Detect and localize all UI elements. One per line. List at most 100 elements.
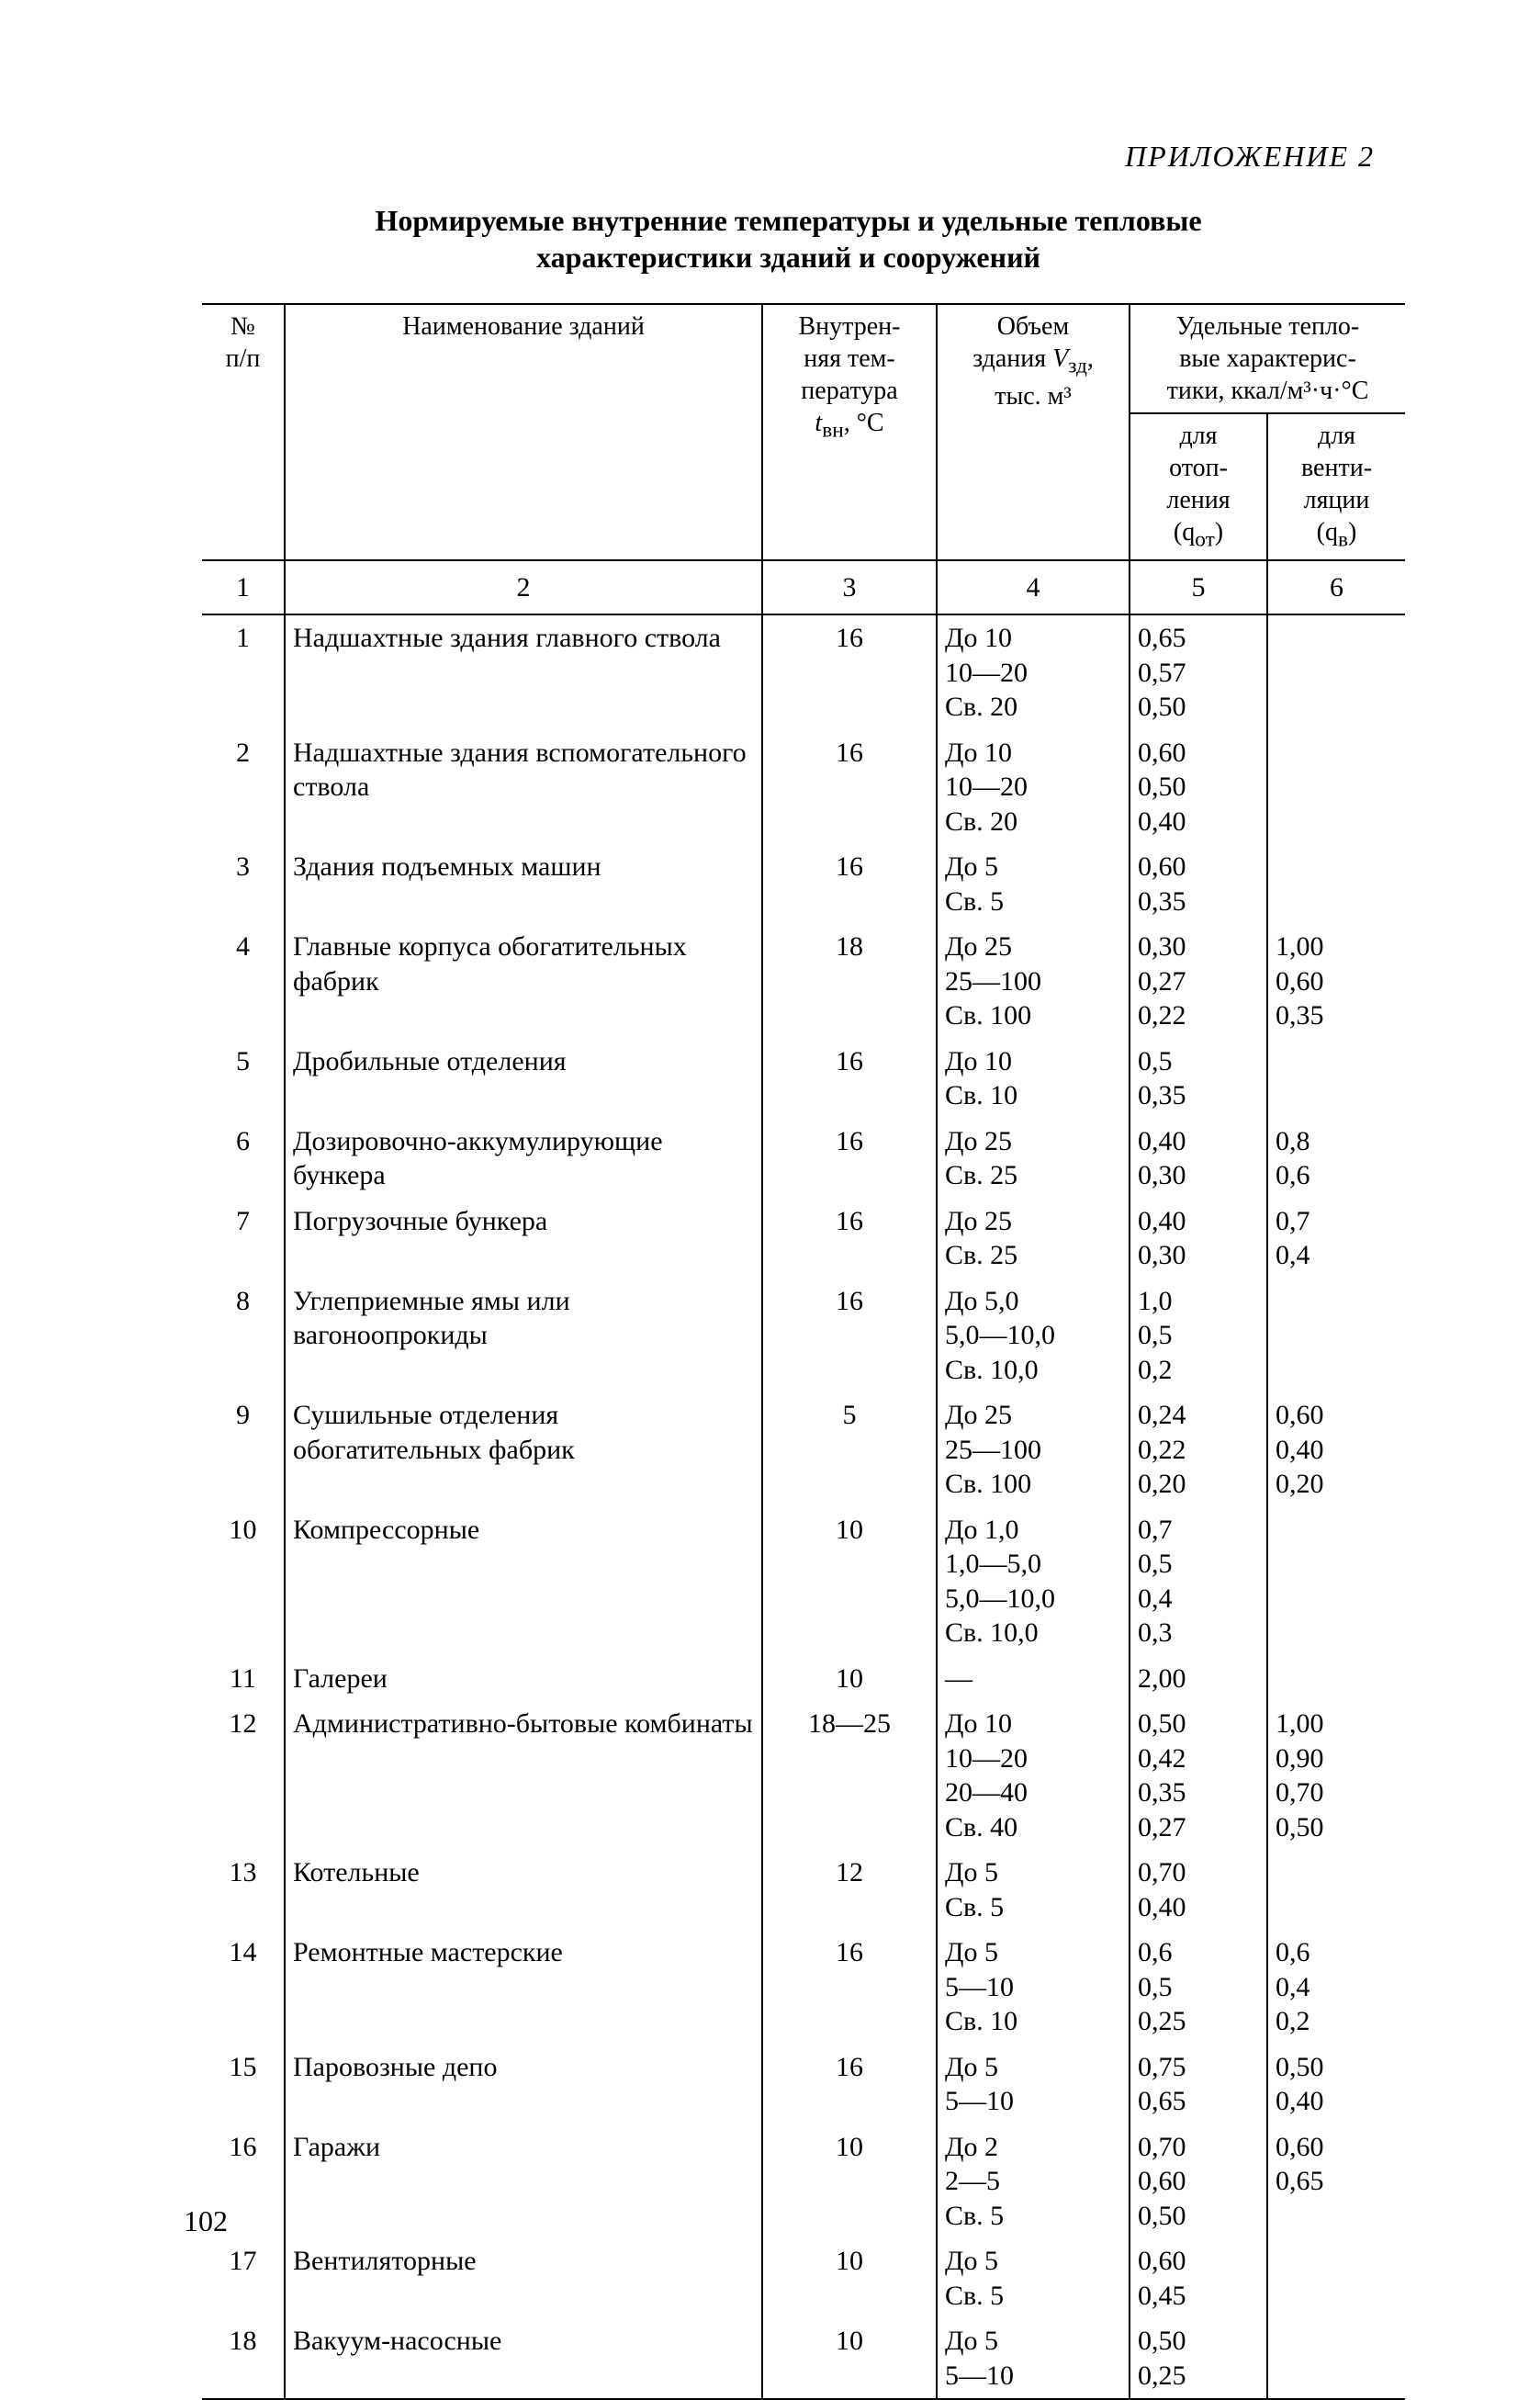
cell-temp: 10 <box>762 1507 937 1656</box>
cell-temp: 10 <box>762 2318 937 2399</box>
cell-qot: 0,5 0,35 <box>1130 1039 1267 1119</box>
cell-name: Паровозные депо <box>285 2045 762 2124</box>
table-row: 10Компрессорные10До 1,0 1,0—5,0 5,0—10,0… <box>202 1507 1405 1656</box>
cell-num: 11 <box>202 1656 285 1702</box>
cell-name: Погрузочные бункера <box>285 1199 762 1279</box>
cell-qot: 0,70 0,40 <box>1130 1850 1267 1930</box>
cell-qot: 0,40 0,30 <box>1130 1199 1267 1279</box>
cell-num: 2 <box>202 730 285 845</box>
col4-sub: зд <box>1068 355 1087 378</box>
cell-num: 17 <box>202 2238 285 2318</box>
cell-num: 5 <box>202 1039 285 1119</box>
cell-vol: — <box>937 1656 1130 1702</box>
page: ПРИЛОЖЕНИЕ 2 Нормируемые внутренние темп… <box>0 0 1540 2322</box>
cell-vol: До 10 10—20 Св. 20 <box>937 730 1130 845</box>
cell-name: Надшахтные здания вспомогательного ствол… <box>285 730 762 845</box>
cell-num: 1 <box>202 614 285 730</box>
cell-vol: До 10 10—20 Св. 20 <box>937 614 1130 730</box>
cell-vol: До 25 Св. 25 <box>937 1119 1130 1199</box>
cell-name: Вакуум-насосные <box>285 2318 762 2399</box>
col3-l2: няя тем- <box>770 343 928 375</box>
colnum-2: 2 <box>285 560 762 615</box>
cell-name: Здания подъемных машин <box>285 844 762 924</box>
cell-name: Галереи <box>285 1656 762 1702</box>
colnum-5: 5 <box>1130 560 1267 615</box>
col3-sub: вн <box>822 419 844 443</box>
cell-num: 13 <box>202 1850 285 1930</box>
col6-open: (q <box>1317 518 1338 546</box>
cell-qv <box>1267 2318 1405 2399</box>
cell-temp: 16 <box>762 1279 937 1393</box>
cell-qv <box>1267 1656 1405 1702</box>
col-header-num: № п/п <box>202 304 285 560</box>
table-row: 11Галереи10—2,00 <box>202 1656 1405 1702</box>
col5-l1: для <box>1138 420 1259 452</box>
cell-vol: До 5 Св. 5 <box>937 2238 1130 2318</box>
col4-l2: здания Vзд, <box>945 343 1121 380</box>
cell-name: Дозировочно-аккумулирующие бункера <box>285 1119 762 1199</box>
cell-vol: До 5 Св. 5 <box>937 1850 1130 1930</box>
cell-qot: 0,24 0,22 0,20 <box>1130 1392 1267 1507</box>
cell-num: 15 <box>202 2045 285 2124</box>
cell-qot: 0,30 0,27 0,22 <box>1130 924 1267 1039</box>
cell-num: 6 <box>202 1119 285 1199</box>
data-table: № п/п Наименование зданий Внутрен- няя т… <box>202 303 1405 2400</box>
col5-sub: от <box>1195 528 1215 552</box>
cell-vol: До 10 10—20 20—40 Св. 40 <box>937 1701 1130 1850</box>
cell-temp: 16 <box>762 1930 937 2045</box>
cell-num: 12 <box>202 1701 285 1850</box>
cell-name: Дробильные отделения <box>285 1039 762 1119</box>
cell-vol: До 25 25—100 Св. 100 <box>937 924 1130 1039</box>
cell-vol: До 5 5—10 <box>937 2045 1130 2124</box>
cell-name: Углеприемные ямы или вагоноопрокиды <box>285 1279 762 1393</box>
cell-temp: 12 <box>762 1850 937 1930</box>
cell-vol: До 5 5—10 Св. 10 <box>937 1930 1130 2045</box>
col3-l3: пература <box>770 375 928 407</box>
cell-qot: 0,60 0,45 <box>1130 2238 1267 2318</box>
cell-qot: 0,6 0,5 0,25 <box>1130 1930 1267 2045</box>
table-body: 1Надшахтные здания главного ствола16До 1… <box>202 614 1405 2399</box>
cell-qv: 1,00 0,60 0,35 <box>1267 924 1405 1039</box>
cell-qot: 1,0 0,5 0,2 <box>1130 1279 1267 1393</box>
cell-num: 14 <box>202 1930 285 2045</box>
cell-temp: 5 <box>762 1392 937 1507</box>
col4-var: V <box>1052 344 1068 373</box>
table-row: 14Ремонтные мастерские16До 5 5—10 Св. 10… <box>202 1930 1405 2045</box>
cell-temp: 16 <box>762 2045 937 2124</box>
col-header-specific: Удельные тепло- вые характерис- тики, кк… <box>1130 304 1405 413</box>
cell-temp: 16 <box>762 730 937 845</box>
cell-temp: 18—25 <box>762 1701 937 1850</box>
table-row: 7Погрузочные бункера16До 25 Св. 250,40 0… <box>202 1199 1405 1279</box>
cell-qot: 0,65 0,57 0,50 <box>1130 614 1267 730</box>
table-row: 17Вентиляторные10До 5 Св. 50,60 0,45 <box>202 2238 1405 2318</box>
cell-temp: 16 <box>762 1199 937 1279</box>
col-header-qv: для венти- ляции (qв) <box>1267 413 1405 560</box>
col-header-name: Наименование зданий <box>285 304 762 560</box>
col6-sym: (qв) <box>1276 516 1398 554</box>
cell-vol: До 5,0 5,0—10,0 Св. 10,0 <box>937 1279 1130 1393</box>
table-row: 8Углеприемные ямы или вагоноопрокиды16До… <box>202 1279 1405 1393</box>
table-row: 5Дробильные отделения16До 10 Св. 100,5 0… <box>202 1039 1405 1119</box>
cell-qv: 0,50 0,40 <box>1267 2045 1405 2124</box>
col-number-row: 1 2 3 4 5 6 <box>202 560 1405 615</box>
cell-qot: 0,60 0,50 0,40 <box>1130 730 1267 845</box>
cell-name: Вентиляторные <box>285 2238 762 2318</box>
cell-temp: 18 <box>762 924 937 1039</box>
table-row: 13Котельные12До 5 Св. 50,70 0,40 <box>202 1850 1405 1930</box>
col56-l1: Удельные тепло- <box>1138 310 1398 343</box>
cell-name: Сушильные отделения обогатительных фабри… <box>285 1392 762 1507</box>
cell-qv: 0,60 0,40 0,20 <box>1267 1392 1405 1507</box>
cell-num: 9 <box>202 1392 285 1507</box>
cell-qot: 0,7 0,5 0,4 0,3 <box>1130 1507 1267 1656</box>
appendix-label: ПРИЛОЖЕНИЕ 2 <box>202 138 1375 175</box>
col5-l2: отоп- <box>1138 452 1259 484</box>
col5-l3: ления <box>1138 484 1259 516</box>
col5-close: ) <box>1215 518 1223 546</box>
cell-qv <box>1267 1039 1405 1119</box>
col6-sub: в <box>1338 528 1348 552</box>
col56-l3: тики, ккал/м³·ч·°С <box>1138 375 1398 407</box>
page-number: 102 <box>184 2203 228 2239</box>
cell-vol: До 10 Св. 10 <box>937 1039 1130 1119</box>
table-row: 18Вакуум-насосные10До 5 5—100,50 0,25 <box>202 2318 1405 2399</box>
cell-qv: 0,7 0,4 <box>1267 1199 1405 1279</box>
